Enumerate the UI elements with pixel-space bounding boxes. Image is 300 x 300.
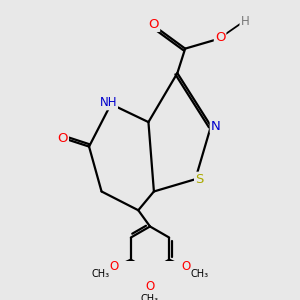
Text: CH₃: CH₃ xyxy=(91,269,110,279)
Text: O: O xyxy=(146,280,154,293)
Text: N: N xyxy=(211,120,220,133)
Text: CH₃: CH₃ xyxy=(190,269,209,279)
Text: O: O xyxy=(149,18,159,31)
Text: H: H xyxy=(240,15,249,28)
Text: O: O xyxy=(109,260,119,273)
Text: O: O xyxy=(182,260,191,273)
Text: NH: NH xyxy=(100,96,117,109)
Text: S: S xyxy=(195,173,203,186)
Text: O: O xyxy=(58,132,68,145)
Text: O: O xyxy=(215,31,225,44)
Text: CH₃: CH₃ xyxy=(141,294,159,300)
